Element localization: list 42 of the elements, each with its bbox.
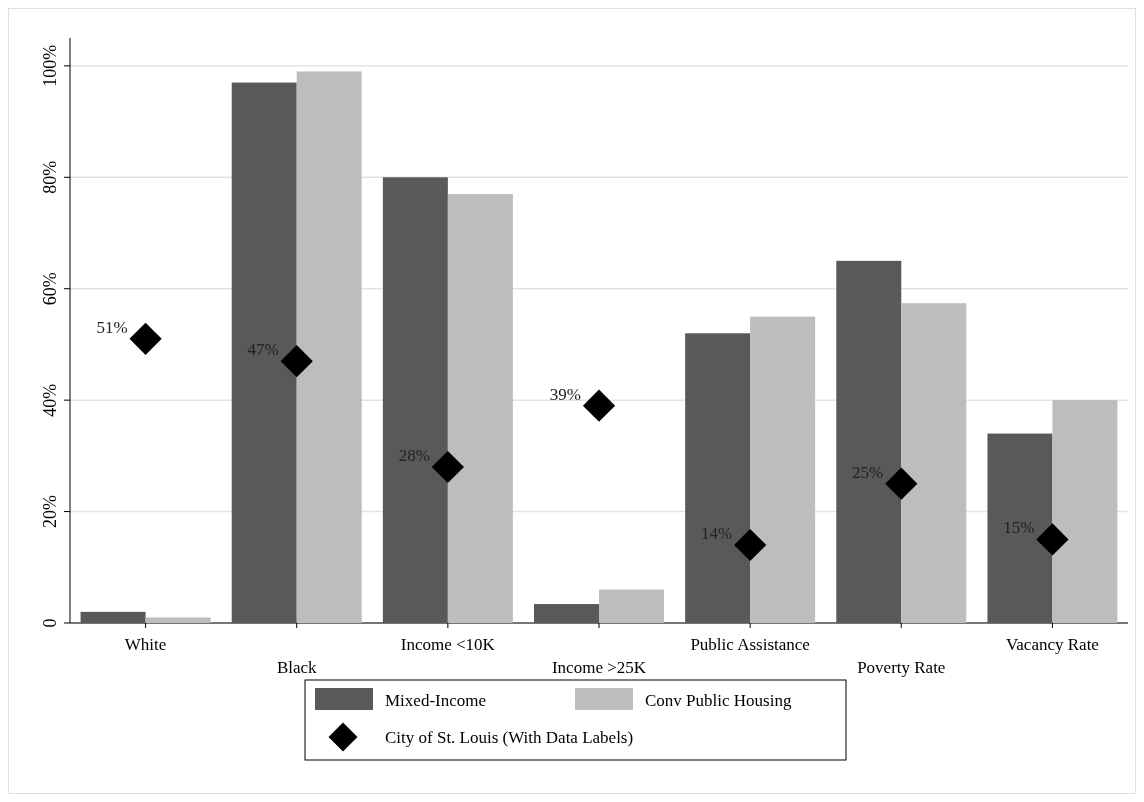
legend-label: Mixed-Income xyxy=(385,691,487,710)
legend-label: Conv Public Housing xyxy=(645,691,792,710)
point xyxy=(885,467,918,500)
point xyxy=(734,528,767,562)
y-tick-label: 60% xyxy=(40,272,60,306)
bar xyxy=(1052,400,1118,623)
bar xyxy=(145,617,211,623)
y-tick-label: 80% xyxy=(40,160,60,194)
x-tick-label: Black xyxy=(276,658,318,677)
bar xyxy=(382,177,448,623)
point xyxy=(280,345,313,378)
bar xyxy=(599,589,664,623)
bar xyxy=(231,82,297,623)
x-tick-label: Income >25K xyxy=(551,658,647,677)
y-tick-label: 0 xyxy=(40,618,60,628)
x-tick-label: Income <10K xyxy=(400,635,496,654)
bar xyxy=(901,303,967,623)
x-tick-label: Poverty Rate xyxy=(857,658,946,677)
data-label: 28% xyxy=(398,446,430,465)
data-label: 15% xyxy=(1003,518,1035,538)
bar xyxy=(296,71,362,623)
y-tick-label: 20% xyxy=(40,495,60,529)
bar xyxy=(987,433,1053,623)
point xyxy=(129,322,162,355)
y-tick-label: 100% xyxy=(40,44,60,87)
x-tick-label: Public Assistance xyxy=(690,635,810,654)
data-label: 51% xyxy=(96,317,128,337)
data-label: 47% xyxy=(247,340,279,360)
y-tick-label: 40% xyxy=(40,383,60,417)
x-tick-label: Vacancy Rate xyxy=(1005,635,1099,654)
bar xyxy=(534,604,599,623)
bar xyxy=(80,611,146,623)
bar xyxy=(447,194,513,623)
bar xyxy=(750,316,816,623)
point xyxy=(1036,523,1069,556)
data-label: 39% xyxy=(549,384,581,404)
legend-label: City of St. Louis (With Data Labels) xyxy=(385,728,634,747)
bar xyxy=(836,260,902,623)
point xyxy=(431,450,464,484)
bar xyxy=(685,333,751,623)
point xyxy=(582,389,616,422)
x-tick-label: White xyxy=(124,635,167,654)
